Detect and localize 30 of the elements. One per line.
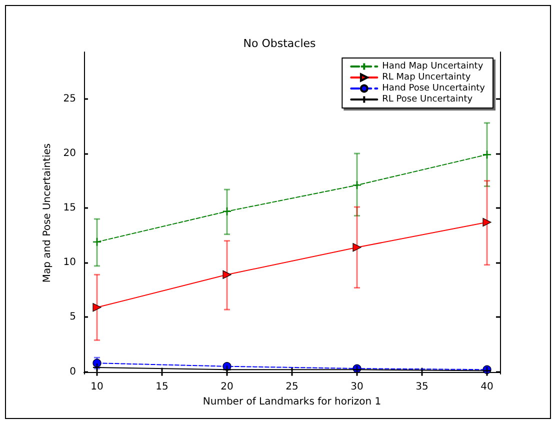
x-tick-label: 30 bbox=[350, 382, 364, 392]
point bbox=[92, 237, 102, 247]
point bbox=[352, 243, 362, 252]
legend-label: Hand Pose Uncertainty bbox=[382, 84, 486, 94]
chart-title: No Obstacles bbox=[243, 37, 316, 50]
y-tick-label: 15 bbox=[63, 202, 76, 214]
y-tick-label: 5 bbox=[70, 312, 76, 323]
x-axis-title: Number of Landmarks for horizon 1 bbox=[202, 396, 382, 408]
y-tick-label: 20 bbox=[63, 148, 76, 160]
x-tick-label: 35 bbox=[416, 382, 428, 392]
legend-label: RL Pose Uncertainty bbox=[382, 94, 474, 104]
x-tick-label: 10 bbox=[90, 382, 104, 392]
y-tick-label: 25 bbox=[63, 93, 76, 104]
y-tick-label: 0 bbox=[70, 366, 76, 378]
point bbox=[352, 180, 362, 190]
x-tick-label: 25 bbox=[286, 382, 298, 392]
point bbox=[482, 150, 492, 160]
legend-label: Hand Map Uncertainty bbox=[382, 62, 484, 72]
y-tick-label: 10 bbox=[63, 257, 76, 268]
point bbox=[92, 358, 102, 368]
x-tick-label: 15 bbox=[156, 382, 168, 392]
y-axis-title: Map and Pose Uncertainties bbox=[42, 143, 53, 283]
x-tick-label: 40 bbox=[480, 382, 494, 392]
point bbox=[222, 270, 232, 279]
point bbox=[92, 303, 102, 312]
point bbox=[482, 218, 492, 227]
point bbox=[222, 365, 232, 374]
point bbox=[222, 206, 232, 216]
legend-label: RL Map Uncertainty bbox=[382, 72, 472, 82]
x-tick-label: 20 bbox=[220, 382, 234, 392]
